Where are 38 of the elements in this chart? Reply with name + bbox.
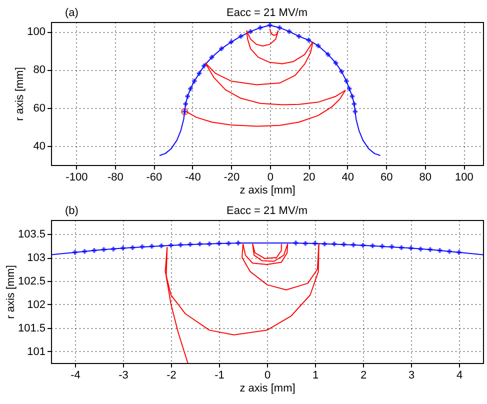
x-tick-label: 60: [380, 172, 393, 184]
y-tick-label: 101: [27, 346, 46, 358]
y-tick-label: 102.5: [18, 275, 46, 288]
x-tick-label: 20: [303, 172, 316, 184]
x-tick-label: -100: [66, 172, 88, 184]
x-tick-label: -4: [70, 370, 80, 382]
x-tick-label: 0: [267, 172, 274, 184]
y-tick-label: 102: [27, 298, 46, 311]
x-tick-label: -80: [107, 172, 124, 184]
x-tick-label: 4: [456, 370, 463, 382]
x-axis-title: z axis [mm]: [240, 382, 296, 394]
chart-title: Eacc = 21 MV/m: [226, 7, 308, 19]
y-tick-label: 80: [33, 64, 46, 76]
x-tick-label: -3: [118, 370, 128, 382]
y-tick-label: 60: [33, 102, 46, 114]
x-tick-label: 2: [360, 370, 367, 382]
text: (b): [65, 205, 78, 217]
y-axis-title: r axis [mm]: [4, 265, 17, 319]
x-tick-label: -2: [166, 370, 176, 382]
x-axis-title: z axis [mm]: [240, 184, 296, 196]
x-tick-label: 0: [264, 370, 271, 382]
text: (a): [65, 7, 78, 19]
x-tick-label: 40: [342, 172, 354, 184]
x-tick-label: 80: [419, 172, 432, 184]
y-tick-label: 103.5: [18, 228, 46, 241]
y-tick-label: 101.5: [18, 322, 46, 334]
chart-title: Eacc = 21 MV/m: [226, 205, 308, 217]
x-tick-label: 1: [312, 370, 319, 382]
x-tick-label: -60: [146, 172, 162, 184]
x-tick-label: -1: [214, 370, 224, 382]
x-tick-label: 100: [454, 172, 474, 184]
x-tick-label: 3: [408, 370, 415, 382]
y-axis-title: r axis [mm]: [14, 67, 26, 121]
x-tick-label: -20: [224, 172, 240, 184]
x-tick-label: -40: [184, 172, 201, 184]
y-tick-label: 100: [27, 26, 46, 38]
y-tick-label: 103: [27, 252, 46, 264]
y-tick-label: 40: [33, 140, 46, 152]
